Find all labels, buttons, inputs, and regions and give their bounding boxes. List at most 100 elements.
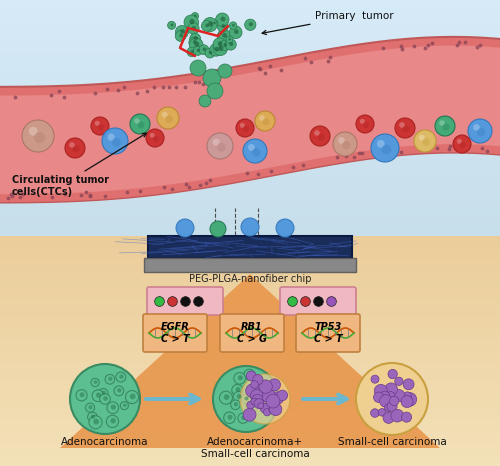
- Circle shape: [266, 394, 280, 408]
- Circle shape: [386, 391, 395, 400]
- Circle shape: [439, 120, 445, 126]
- Circle shape: [220, 391, 232, 404]
- Circle shape: [246, 404, 255, 413]
- Circle shape: [232, 384, 243, 396]
- Circle shape: [262, 405, 266, 408]
- Circle shape: [252, 148, 260, 157]
- Circle shape: [247, 386, 259, 398]
- Circle shape: [402, 125, 409, 132]
- Circle shape: [243, 139, 267, 163]
- Bar: [0, 124, 500, 130]
- Circle shape: [218, 41, 222, 46]
- Circle shape: [393, 390, 405, 402]
- Circle shape: [28, 127, 38, 136]
- Circle shape: [107, 402, 118, 413]
- Circle shape: [180, 29, 185, 34]
- Circle shape: [236, 119, 254, 137]
- Circle shape: [380, 395, 392, 407]
- Circle shape: [210, 43, 222, 56]
- Circle shape: [338, 137, 345, 144]
- Bar: [0, 18, 500, 24]
- Circle shape: [382, 144, 392, 154]
- Circle shape: [34, 132, 45, 143]
- Circle shape: [244, 397, 248, 401]
- Text: Adenocarcinoma+
Small-cell carcinoma: Adenocarcinoma+ Small-cell carcinoma: [200, 437, 310, 459]
- Circle shape: [98, 124, 104, 130]
- Text: RB1
C > G: RB1 C > G: [237, 322, 267, 344]
- Bar: [0, 95, 500, 100]
- Text: Small-cell carcinoma: Small-cell carcinoma: [338, 437, 446, 447]
- Bar: [0, 432, 500, 437]
- Bar: [0, 380, 500, 385]
- Bar: [0, 159, 500, 165]
- Circle shape: [176, 26, 188, 39]
- Circle shape: [146, 129, 164, 147]
- Bar: [0, 270, 500, 276]
- Circle shape: [93, 418, 99, 425]
- Text: PEG-PLGA-nanofiber chip: PEG-PLGA-nanofiber chip: [189, 274, 311, 284]
- Bar: [0, 305, 500, 311]
- Circle shape: [193, 46, 202, 55]
- Circle shape: [457, 139, 462, 144]
- Polygon shape: [144, 258, 356, 272]
- Bar: [0, 224, 500, 230]
- Circle shape: [314, 130, 320, 136]
- Bar: [0, 437, 500, 443]
- Circle shape: [276, 219, 294, 237]
- Circle shape: [226, 36, 233, 43]
- Circle shape: [188, 23, 199, 34]
- Circle shape: [106, 415, 118, 427]
- Bar: [0, 183, 500, 189]
- Circle shape: [259, 380, 272, 393]
- Circle shape: [176, 219, 194, 237]
- Circle shape: [403, 379, 414, 390]
- Circle shape: [238, 413, 248, 423]
- Circle shape: [208, 21, 214, 27]
- Circle shape: [251, 389, 256, 394]
- FancyBboxPatch shape: [147, 287, 223, 315]
- Bar: [0, 77, 500, 82]
- Bar: [0, 247, 500, 253]
- Circle shape: [249, 406, 253, 411]
- Circle shape: [246, 400, 258, 412]
- Circle shape: [401, 396, 413, 408]
- Circle shape: [69, 142, 75, 148]
- Circle shape: [251, 381, 258, 388]
- Circle shape: [138, 122, 144, 129]
- Circle shape: [150, 133, 155, 138]
- Circle shape: [260, 404, 267, 411]
- Circle shape: [250, 390, 263, 402]
- Bar: [0, 385, 500, 391]
- Circle shape: [277, 390, 287, 401]
- Circle shape: [196, 48, 200, 52]
- Bar: [0, 391, 500, 397]
- Bar: [0, 189, 500, 195]
- Circle shape: [91, 378, 99, 387]
- Circle shape: [258, 403, 264, 409]
- Circle shape: [257, 392, 268, 404]
- Bar: [0, 0, 500, 6]
- Circle shape: [88, 405, 92, 409]
- Circle shape: [234, 372, 245, 384]
- Circle shape: [243, 408, 256, 421]
- Bar: [0, 282, 500, 288]
- Circle shape: [254, 398, 264, 409]
- Bar: [0, 414, 500, 420]
- Circle shape: [130, 114, 150, 134]
- Bar: [0, 322, 500, 328]
- Circle shape: [157, 107, 179, 129]
- FancyBboxPatch shape: [143, 314, 207, 352]
- Circle shape: [244, 369, 254, 380]
- Circle shape: [199, 95, 211, 107]
- Circle shape: [270, 403, 282, 416]
- Circle shape: [22, 120, 54, 152]
- Circle shape: [193, 40, 197, 44]
- Circle shape: [246, 384, 260, 397]
- Bar: [0, 142, 500, 148]
- Circle shape: [262, 118, 270, 125]
- Bar: [0, 153, 500, 159]
- Circle shape: [120, 402, 128, 410]
- Circle shape: [250, 403, 255, 408]
- Circle shape: [88, 412, 98, 422]
- Circle shape: [310, 126, 330, 146]
